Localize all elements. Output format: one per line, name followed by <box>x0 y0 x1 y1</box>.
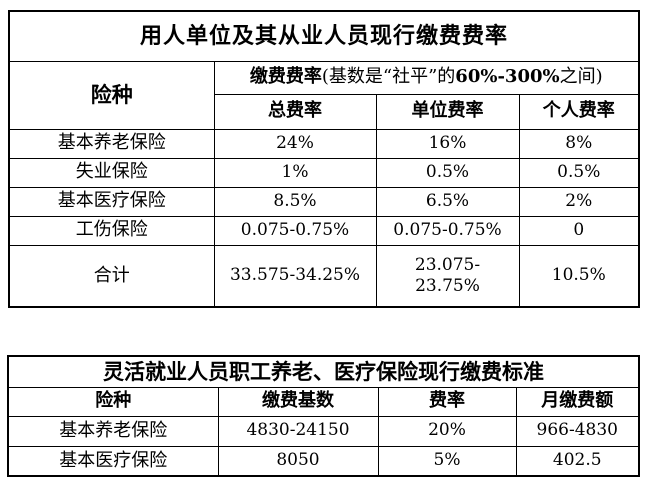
row-label-work-injury: 工伤保险 <box>8 215 215 246</box>
cell-personal-rate: 0.5% <box>518 157 640 188</box>
table-row: 基本养老保险 24% 16% 8% <box>8 128 640 159</box>
flexible-employment-table: 灵活就业人员职工养老、医疗保险现行缴费标准 险种 缴费基数 费率 月缴费额 基本… <box>7 355 640 477</box>
rate-header-part: 缴费费率 <box>249 66 322 88</box>
table2-title: 灵活就业人员职工养老、医疗保险现行缴费标准 <box>7 355 640 388</box>
table1-header-insurance-type: 险种 <box>8 60 215 130</box>
row-label-total: 合计 <box>8 244 215 308</box>
table-row: 工伤保险 0.075-0.75% 0.075-0.75% 0 <box>8 215 640 246</box>
table-row: 基本医疗保险 8050 5% 402.5 <box>7 445 640 477</box>
cell-monthly: 402.5 <box>515 445 640 477</box>
rate-header-part: (基数是“社平”的 <box>321 66 456 88</box>
cell-monthly: 966-4830 <box>515 415 640 447</box>
cell-total-rate: 1% <box>213 157 377 188</box>
row-label-pension: 基本养老保险 <box>7 415 219 447</box>
table-row-total: 合计 33.575-34.25% 23.075- 23.75% 10.5% <box>8 244 640 308</box>
row-label-medical: 基本医疗保险 <box>8 186 215 217</box>
cell-employer-rate: 0.075-0.75% <box>375 215 520 246</box>
cell-total-rate: 8.5% <box>213 186 377 217</box>
cell-total-rate: 24% <box>213 128 377 159</box>
table1-header-personal-rate: 个人费率 <box>518 93 640 130</box>
cell-rate: 20% <box>377 415 517 447</box>
table-row: 基本医疗保险 8.5% 6.5% 2% <box>8 186 640 217</box>
rate-header-part: 60%-300% <box>455 66 560 88</box>
table2-header-base: 缴费基数 <box>217 386 379 417</box>
cell-total-rate: 0.075-0.75% <box>213 215 377 246</box>
cell-employer-rate: 6.5% <box>375 186 520 217</box>
employer-rates-table: 用人单位及其从业人员现行缴费费率 险种 缴费费率(基数是“社平”的60%-300… <box>8 10 641 308</box>
table1-title: 用人单位及其从业人员现行缴费费率 <box>8 10 640 62</box>
rate-header-part: 之间) <box>559 66 603 88</box>
table2-header-rate: 费率 <box>377 386 517 417</box>
cell-personal-rate: 2% <box>518 186 640 217</box>
table2-header-monthly: 月缴费额 <box>515 386 640 417</box>
cell-total-rate: 33.575-34.25% <box>213 244 377 308</box>
cell-employer-rate: 16% <box>375 128 520 159</box>
table1-header-total-rate: 总费率 <box>213 93 377 130</box>
cell-base: 8050 <box>217 445 379 477</box>
row-label-unemployment: 失业保险 <box>8 157 215 188</box>
table1-header-employer-rate: 单位费率 <box>375 93 520 130</box>
table1-header-rate-base: 缴费费率(基数是“社平”的60%-300%之间) <box>213 60 640 95</box>
cell-base: 4830-24150 <box>217 415 379 447</box>
row-label-medical: 基本医疗保险 <box>7 445 219 477</box>
cell-employer-rate: 23.075- 23.75% <box>375 244 520 308</box>
cell-personal-rate: 0 <box>518 215 640 246</box>
cell-employer-rate: 0.5% <box>375 157 520 188</box>
table-row: 失业保险 1% 0.5% 0.5% <box>8 157 640 188</box>
cell-rate: 5% <box>377 445 517 477</box>
table2-header-insurance-type: 险种 <box>7 386 219 417</box>
cell-personal-rate: 8% <box>518 128 640 159</box>
table-row: 基本养老保险 4830-24150 20% 966-4830 <box>7 415 640 447</box>
cell-personal-rate: 10.5% <box>518 244 640 308</box>
row-label-pension: 基本养老保险 <box>8 128 215 159</box>
